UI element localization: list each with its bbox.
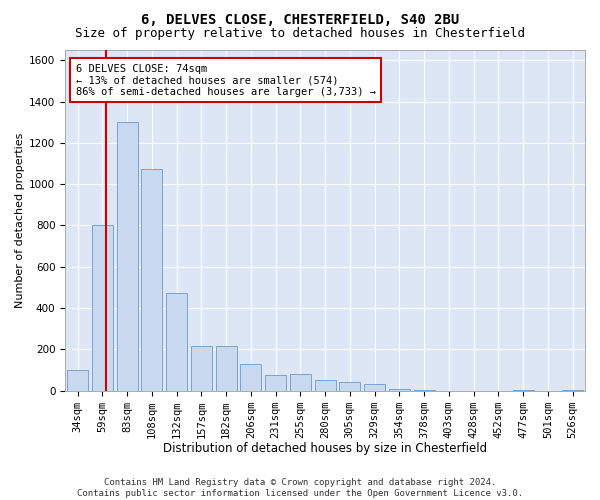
Bar xyxy=(191,346,212,391)
Bar xyxy=(290,374,311,390)
Bar xyxy=(215,346,236,391)
Bar xyxy=(92,226,113,390)
Text: 6 DELVES CLOSE: 74sqm
← 13% of detached houses are smaller (574)
86% of semi-det: 6 DELVES CLOSE: 74sqm ← 13% of detached … xyxy=(76,64,376,97)
Bar xyxy=(67,370,88,390)
Bar xyxy=(116,122,137,390)
Text: Size of property relative to detached houses in Chesterfield: Size of property relative to detached ho… xyxy=(75,28,525,40)
Bar xyxy=(389,388,410,390)
Text: Contains HM Land Registry data © Crown copyright and database right 2024.
Contai: Contains HM Land Registry data © Crown c… xyxy=(77,478,523,498)
Bar xyxy=(265,375,286,390)
Y-axis label: Number of detached properties: Number of detached properties xyxy=(15,132,25,308)
Bar xyxy=(340,382,361,390)
Bar xyxy=(240,364,262,390)
Bar xyxy=(364,384,385,390)
Bar xyxy=(141,168,163,390)
Bar xyxy=(166,292,187,390)
X-axis label: Distribution of detached houses by size in Chesterfield: Distribution of detached houses by size … xyxy=(163,442,487,455)
Text: 6, DELVES CLOSE, CHESTERFIELD, S40 2BU: 6, DELVES CLOSE, CHESTERFIELD, S40 2BU xyxy=(141,12,459,26)
Bar xyxy=(314,380,335,390)
